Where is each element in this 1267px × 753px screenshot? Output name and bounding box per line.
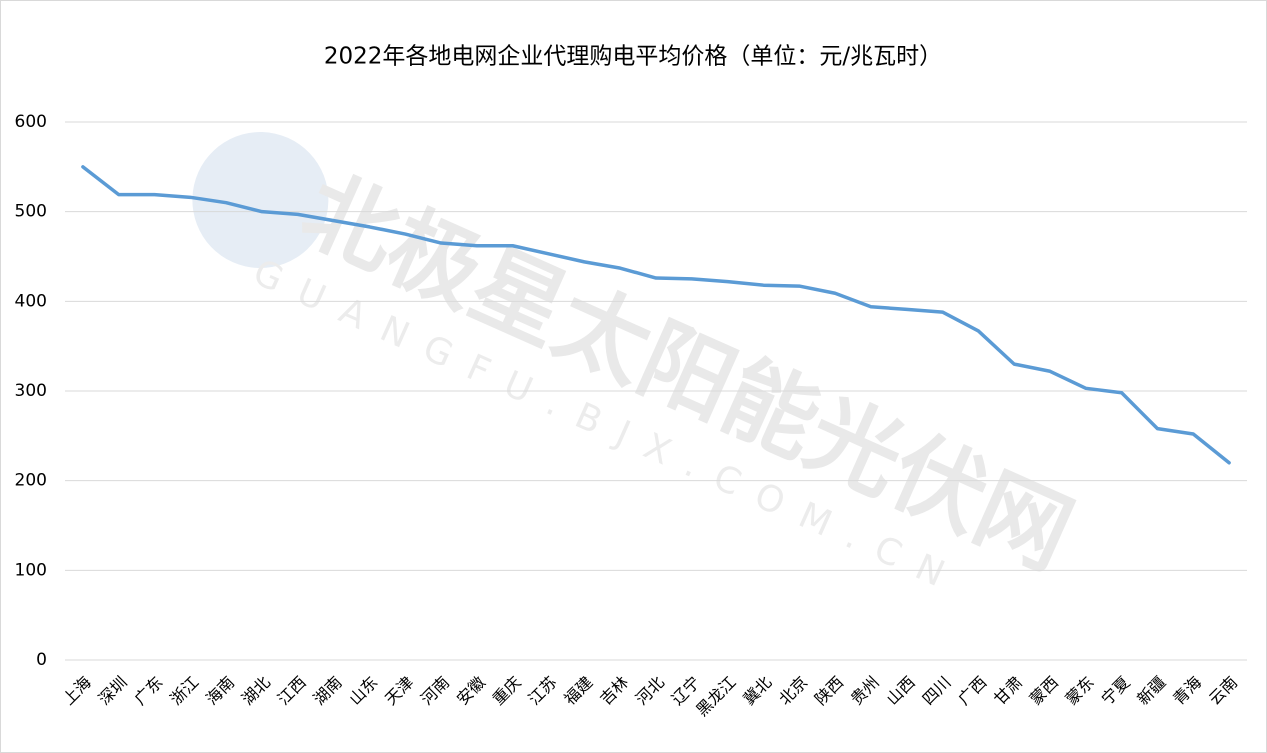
y-tick-label: 100 xyxy=(15,560,47,580)
chart-title: 2022年各地电网企业代理购电平均价格（单位：元/兆瓦时） xyxy=(324,44,942,70)
y-tick-label: 500 xyxy=(15,202,47,222)
y-tick-label: 200 xyxy=(15,471,47,491)
y-tick-label: 600 xyxy=(15,112,47,132)
watermark-logo xyxy=(192,132,329,269)
y-tick-label: 300 xyxy=(15,381,47,401)
y-tick-label: 0 xyxy=(36,650,47,670)
y-tick-label: 400 xyxy=(15,291,47,311)
line-series xyxy=(81,165,1231,465)
